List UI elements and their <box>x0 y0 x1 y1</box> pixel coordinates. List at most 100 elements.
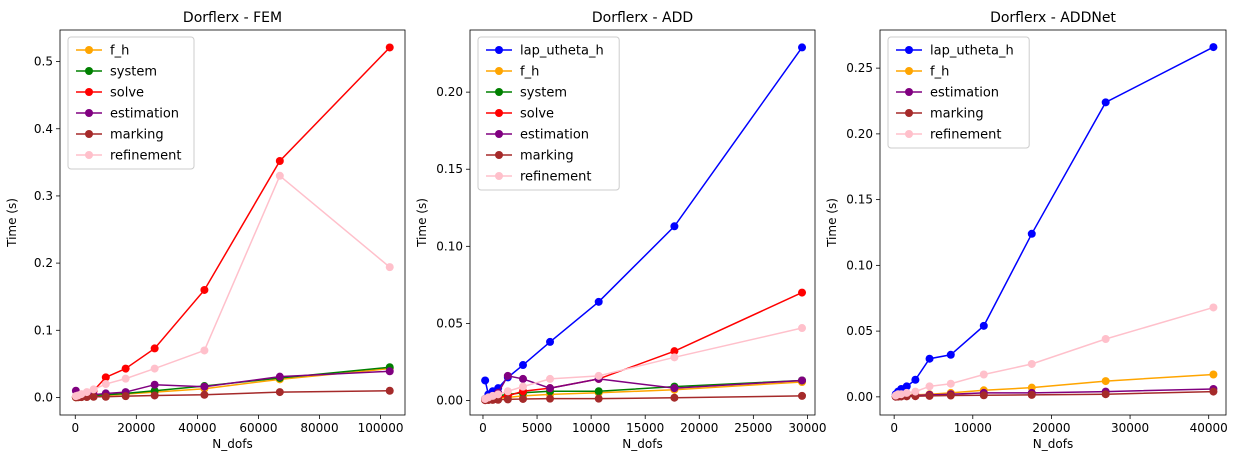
legend-label: lap_utheta_h <box>930 44 1014 59</box>
y-tick-label: 0.05 <box>436 316 463 330</box>
data-point <box>1209 43 1218 52</box>
data-point <box>670 222 679 231</box>
legend-label: marking <box>110 128 164 143</box>
legend-marker <box>905 130 913 138</box>
legend-label: f_h <box>520 65 539 80</box>
data-point <box>275 388 284 397</box>
data-point <box>503 371 512 380</box>
data-point <box>385 367 394 376</box>
legend-label: marking <box>520 149 574 164</box>
data-point <box>101 380 110 389</box>
x-axis-label: N_dofs <box>1033 437 1073 451</box>
x-axis-label: N_dofs <box>622 437 662 451</box>
legend-marker <box>495 172 503 180</box>
legend-label: solve <box>520 107 554 122</box>
legend-marker <box>495 67 503 75</box>
data-point <box>594 394 603 403</box>
data-point <box>89 385 98 394</box>
data-point <box>1209 303 1218 312</box>
data-point <box>911 375 920 384</box>
data-point <box>121 392 130 401</box>
legend-box <box>477 36 620 191</box>
plot-area <box>481 43 807 405</box>
axes-frame <box>879 29 1227 416</box>
data-point <box>946 379 955 388</box>
data-point <box>150 391 159 400</box>
data-point <box>798 43 807 52</box>
y-tick-label: 0.10 <box>846 258 873 272</box>
chart-panel-3: Dorflerx - ADDNet 0 10000 20000 30000 40000 0.… <box>825 10 1228 451</box>
data-point <box>594 387 603 396</box>
data-point <box>200 382 209 391</box>
y-tick-label: 0.00 <box>846 390 873 404</box>
x-tick-label: 100000 <box>358 421 404 435</box>
data-point <box>670 393 679 402</box>
legend-label: f_h <box>110 44 129 59</box>
y-tick-label: 0.2 <box>34 256 53 270</box>
x-tick-label: 10000 <box>954 421 992 435</box>
x-tick-label: 30000 <box>788 421 826 435</box>
data-point <box>481 376 490 385</box>
y-tick-label: 0.25 <box>846 61 873 75</box>
data-point <box>150 344 159 353</box>
legend-label: lap_utheta_h <box>520 44 604 59</box>
legend-marker <box>495 130 503 138</box>
chart-title: Dorflerx - ADD <box>592 10 693 26</box>
data-point <box>946 391 955 400</box>
data-point <box>1027 359 1036 368</box>
x-tick-label: 80000 <box>300 421 338 435</box>
legend-marker <box>905 67 913 75</box>
data-point <box>385 263 394 272</box>
plot-area <box>891 43 1218 401</box>
legend-label: refinement <box>110 149 181 164</box>
data-point <box>150 380 159 389</box>
x-tick-label: 10000 <box>572 421 610 435</box>
x-tick-label: 20000 <box>117 421 155 435</box>
data-point <box>101 373 110 382</box>
data-point <box>518 361 527 370</box>
legend-marker <box>85 130 93 138</box>
series-line-refinement <box>895 306 1214 397</box>
data-point <box>518 394 527 403</box>
data-point <box>670 353 679 362</box>
x-tick-label: 0 <box>71 421 79 435</box>
data-point <box>275 156 284 165</box>
data-point <box>902 388 911 397</box>
data-point <box>503 387 512 396</box>
data-point <box>1101 334 1110 343</box>
chart-title: Dorflerx - ADDNet <box>990 10 1116 26</box>
data-point <box>518 382 527 391</box>
data-point <box>546 337 555 346</box>
legend-label: marking <box>930 107 984 122</box>
legend-label: estimation <box>930 86 999 101</box>
data-point <box>82 388 91 397</box>
series-line-marking <box>485 395 803 401</box>
x-tick-label: 25000 <box>734 421 772 435</box>
data-point <box>594 297 603 306</box>
y-axis-label: Time (s) <box>5 198 19 248</box>
data-point <box>1101 377 1110 386</box>
legend-label: solve <box>110 86 144 101</box>
data-point <box>546 384 555 393</box>
legend: lap_utheta_h f_h estimation marking refineme… <box>887 36 1030 149</box>
legend-marker <box>905 46 913 54</box>
x-tick-label: 30000 <box>1111 421 1149 435</box>
data-point <box>798 391 807 400</box>
data-point <box>546 394 555 403</box>
data-point <box>902 382 911 391</box>
legend-marker <box>85 88 93 96</box>
chart-title: Dorflerx - FEM <box>183 10 282 26</box>
x-tick-label: 40000 <box>1190 421 1228 435</box>
y-tick-label: 0.20 <box>436 85 463 99</box>
data-point <box>925 382 934 391</box>
data-point <box>385 43 394 52</box>
data-point <box>1027 390 1036 399</box>
data-point <box>911 387 920 396</box>
y-axis-label: Time (s) <box>415 198 429 248</box>
legend-marker <box>495 88 503 96</box>
legend-marker <box>85 151 93 159</box>
legend-box <box>887 36 1030 149</box>
